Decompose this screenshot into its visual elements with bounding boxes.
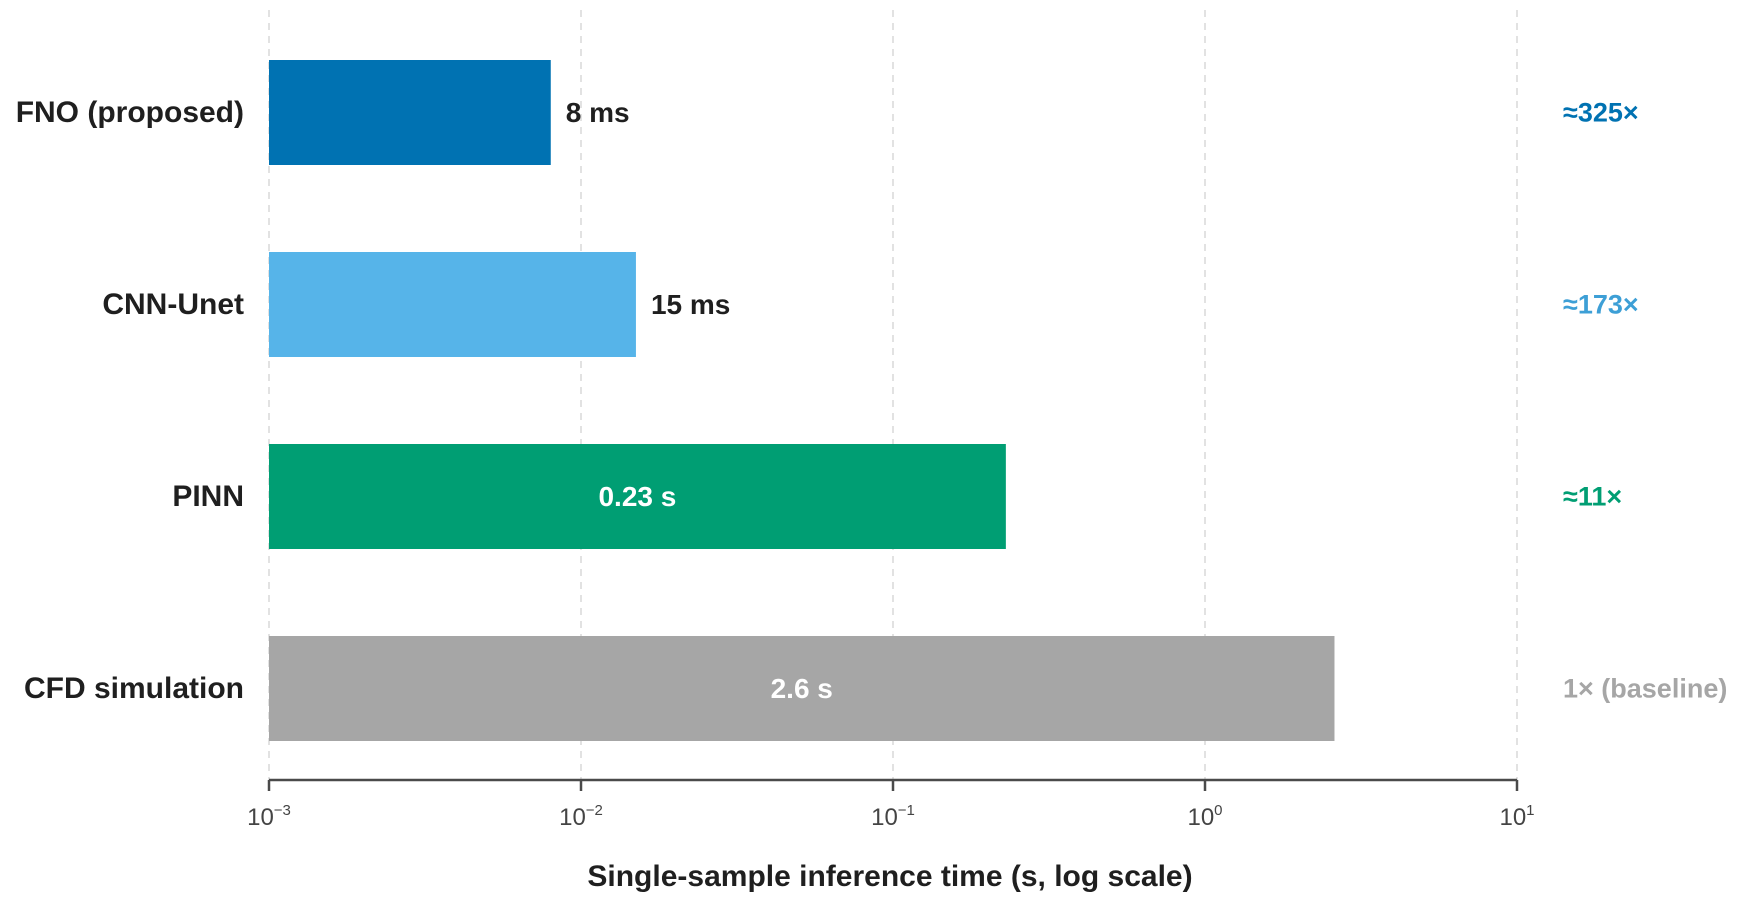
x-tick-label-4: 101 — [1499, 802, 1534, 831]
bar-cnn-unet — [269, 252, 636, 357]
x-tick-label-1: 10−2 — [559, 802, 603, 831]
bar-cfd-simulation — [269, 636, 1335, 741]
bar-fno-proposed — [269, 60, 551, 165]
value-label-pinn: 0.23 s — [598, 481, 676, 512]
speedup-label-cfd-simulation: 1× (baseline) — [1563, 674, 1727, 704]
speedup-label-cnn-unet: ≈173× — [1563, 290, 1639, 320]
x-axis-title: Single-sample inference time (s, log sca… — [587, 860, 1192, 893]
x-tick-label-2: 10−1 — [871, 802, 915, 831]
category-label-cnn-unet: CNN-Unet — [102, 288, 244, 321]
bar-pinn — [269, 444, 1006, 549]
speedup-label-fno-proposed: ≈325× — [1563, 98, 1639, 128]
value-label-cfd-simulation: 2.6 s — [771, 673, 833, 704]
bar-layer — [269, 60, 1335, 741]
speedup-label-pinn: ≈11× — [1563, 482, 1622, 512]
category-label-fno-proposed: FNO (proposed) — [16, 96, 244, 129]
category-label-cfd-simulation: CFD simulation — [24, 672, 244, 705]
x-axis: 10−3 10−2 10−1 100 101 — [247, 778, 1535, 831]
label-layer: FNO (proposed) 8 ms ≈325× CNN-Unet 15 ms ≈173… — [16, 96, 1728, 705]
x-tick-label-3: 100 — [1187, 802, 1222, 831]
value-label-fno-proposed: 8 ms — [566, 97, 630, 128]
category-label-pinn: PINN — [172, 480, 244, 513]
x-tick-label-0: 10−3 — [247, 802, 291, 831]
value-label-cnn-unet: 15 ms — [651, 289, 730, 320]
